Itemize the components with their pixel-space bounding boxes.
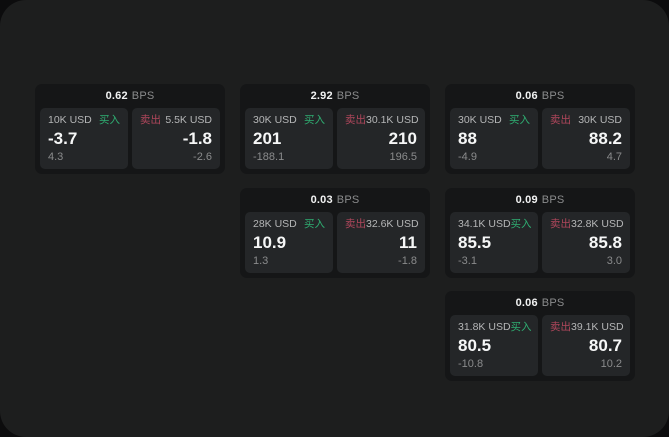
sell-change-value: -2.6 <box>193 151 212 164</box>
bps-unit-label: BPS <box>131 90 155 102</box>
sell-direction-label: 卖出 <box>140 114 161 126</box>
buy-change-value: 1.3 <box>253 255 269 268</box>
sell-amount-label: 32.6K USD <box>366 218 419 230</box>
buy-amount-label: 30K USD <box>458 114 502 126</box>
bps-unit-label: BPS <box>336 90 360 102</box>
bps-value: 0.06 <box>515 90 538 102</box>
quote-card: 2.92 BPS 30K USD 买入 201 -188.1 卖出 30.1K … <box>240 84 430 174</box>
bps-header: 0.03 BPS <box>240 188 430 212</box>
quote-card: 0.06 BPS 31.8K USD 买入 80.5 -10.8 卖出 39.1… <box>445 291 635 381</box>
sell-price-value: 80.7 <box>588 335 622 355</box>
buy-price-value: 10.9 <box>253 232 287 252</box>
bps-value: 0.06 <box>515 297 538 309</box>
buy-amount-label: 34.1K USD <box>458 218 511 230</box>
bps-value: 0.62 <box>105 90 128 102</box>
sell-amount-label: 30K USD <box>578 114 622 126</box>
buy-amount-label: 28K USD <box>253 218 297 230</box>
buy-price-value: 80.5 <box>458 335 492 355</box>
buy-tile[interactable]: 30K USD 买入 201 -188.1 <box>245 108 333 169</box>
bps-header: 2.92 BPS <box>240 84 430 108</box>
buy-change-value: -3.1 <box>458 255 477 268</box>
buy-tile[interactable]: 34.1K USD 买入 85.5 -3.1 <box>450 212 538 273</box>
sell-price-value: 88.2 <box>588 128 622 148</box>
sell-direction-label: 卖出 <box>550 321 571 333</box>
quote-card: 0.06 BPS 30K USD 买入 88 -4.9 卖出 30K USD 8… <box>445 84 635 174</box>
bps-value: 0.09 <box>515 194 538 206</box>
buy-change-value: -10.8 <box>458 358 484 371</box>
sell-amount-label: 30.1K USD <box>366 114 419 126</box>
bps-header: 0.62 BPS <box>35 84 225 108</box>
sell-tile[interactable]: 卖出 5.5K USD -1.8 -2.6 <box>132 108 220 169</box>
bps-unit-label: BPS <box>541 194 565 206</box>
buy-tile[interactable]: 30K USD 买入 88 -4.9 <box>450 108 538 169</box>
buy-direction-label: 买入 <box>304 218 325 230</box>
buy-amount-label: 10K USD <box>48 114 92 126</box>
sell-change-value: 4.7 <box>606 151 622 164</box>
sell-price-value: -1.8 <box>182 128 212 148</box>
buy-amount-label: 30K USD <box>253 114 297 126</box>
sell-change-value: 3.0 <box>606 255 622 268</box>
quote-card: 0.03 BPS 28K USD 买入 10.9 1.3 卖出 32.6K US… <box>240 188 430 278</box>
buy-tile[interactable]: 28K USD 买入 10.9 1.3 <box>245 212 333 273</box>
sell-direction-label: 卖出 <box>550 114 571 126</box>
bps-value: 2.92 <box>310 90 333 102</box>
sell-change-value: 196.5 <box>389 151 417 164</box>
sell-direction-label: 卖出 <box>345 218 366 230</box>
bps-value: 0.03 <box>310 194 333 206</box>
buy-direction-label: 买入 <box>99 114 120 126</box>
sell-tile[interactable]: 卖出 32.8K USD 85.8 3.0 <box>542 212 630 273</box>
bps-header: 0.06 BPS <box>445 291 635 315</box>
sell-price-value: 11 <box>399 232 417 252</box>
buy-change-value: -188.1 <box>253 151 285 164</box>
buy-price-value: 88 <box>458 128 477 148</box>
bps-unit-label: BPS <box>336 194 360 206</box>
sell-tile[interactable]: 卖出 39.1K USD 80.7 10.2 <box>542 315 630 376</box>
sell-direction-label: 卖出 <box>345 114 366 126</box>
buy-price-value: -3.7 <box>48 128 78 148</box>
buy-change-value: 4.3 <box>48 151 64 164</box>
buy-tile[interactable]: 10K USD 买入 -3.7 4.3 <box>40 108 128 169</box>
quote-card: 0.62 BPS 10K USD 买入 -3.7 4.3 卖出 5.5K USD… <box>35 84 225 174</box>
sell-change-value: 10.2 <box>600 358 622 371</box>
buy-price-value: 85.5 <box>458 232 492 252</box>
buy-amount-label: 31.8K USD <box>458 321 511 333</box>
sell-direction-label: 卖出 <box>550 218 571 230</box>
sell-amount-label: 32.8K USD <box>571 218 624 230</box>
buy-change-value: -4.9 <box>458 151 477 164</box>
sell-change-value: -1.8 <box>398 255 417 268</box>
buy-tile[interactable]: 31.8K USD 买入 80.5 -10.8 <box>450 315 538 376</box>
sell-amount-label: 5.5K USD <box>165 114 212 126</box>
bps-header: 0.06 BPS <box>445 84 635 108</box>
buy-direction-label: 买入 <box>510 321 532 333</box>
sell-tile[interactable]: 卖出 30K USD 88.2 4.7 <box>542 108 630 169</box>
sell-amount-label: 39.1K USD <box>571 321 624 333</box>
bps-unit-label: BPS <box>541 90 565 102</box>
sell-tile[interactable]: 卖出 30.1K USD 210 196.5 <box>337 108 425 169</box>
buy-direction-label: 买入 <box>509 114 530 126</box>
bps-header: 0.09 BPS <box>445 188 635 212</box>
buy-direction-label: 买入 <box>304 114 325 126</box>
quote-card: 0.09 BPS 34.1K USD 买入 85.5 -3.1 卖出 32.8K… <box>445 188 635 278</box>
buy-direction-label: 买入 <box>510 218 532 230</box>
sell-price-value: 85.8 <box>588 232 622 252</box>
bps-unit-label: BPS <box>541 297 565 309</box>
sell-tile[interactable]: 卖出 32.6K USD 11 -1.8 <box>337 212 425 273</box>
buy-price-value: 201 <box>253 128 282 148</box>
sell-price-value: 210 <box>388 128 417 148</box>
